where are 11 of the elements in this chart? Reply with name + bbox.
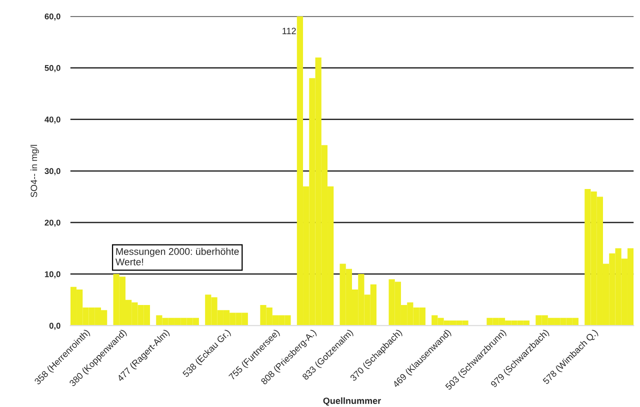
annotation: Messungen 2000: überhöhte Werte!: [116, 248, 239, 266]
y-tick-label: 20,0: [44, 220, 60, 227]
x-axis-title: Quellnummer: [323, 397, 381, 406]
y-tick-label: 40,0: [44, 116, 60, 124]
y-tick-label: 10,0: [44, 271, 60, 278]
y-tick-label: 50,0: [44, 65, 60, 72]
y-tick-label: 30,0: [44, 168, 60, 176]
y-tick-label: 60,0: [44, 13, 60, 21]
y-tick-label: 0,0: [49, 322, 60, 330]
y-axis-title: SO4-- in mg/l: [30, 144, 39, 198]
annotation: 112: [282, 28, 296, 34]
